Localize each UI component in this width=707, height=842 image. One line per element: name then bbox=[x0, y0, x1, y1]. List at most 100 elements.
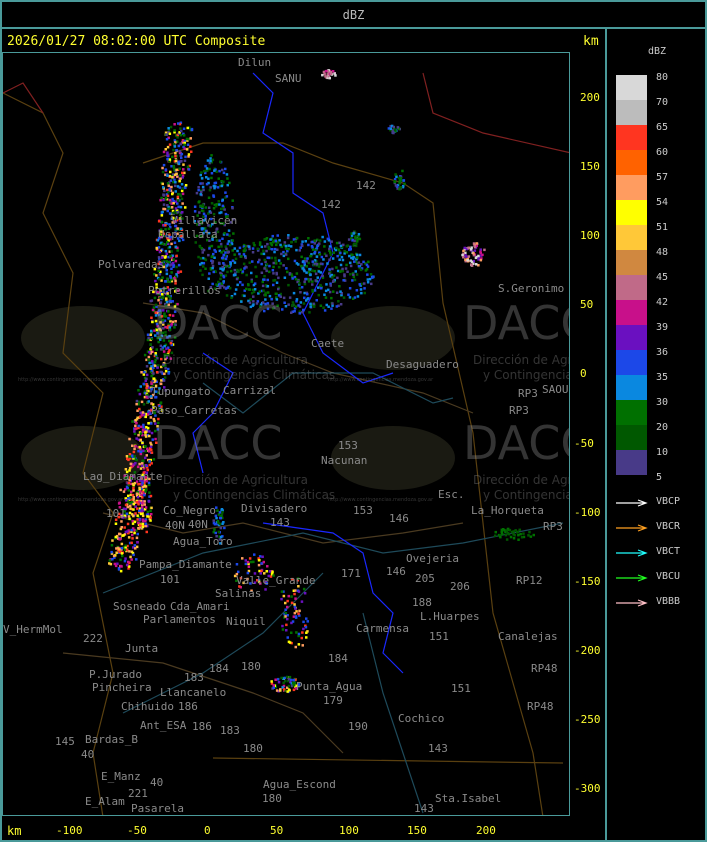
radar-echo bbox=[136, 541, 139, 544]
radar-echo bbox=[149, 494, 153, 498]
radar-echo bbox=[141, 462, 144, 465]
radar-echo bbox=[259, 572, 262, 575]
radar-echo bbox=[179, 127, 182, 130]
radar-echo bbox=[163, 376, 167, 379]
radar-echo bbox=[229, 264, 232, 267]
radar-echo bbox=[152, 366, 155, 369]
radar-echo bbox=[167, 159, 171, 163]
radar-echo bbox=[174, 200, 178, 203]
radar-echo bbox=[154, 414, 157, 417]
radar-echo bbox=[123, 474, 126, 477]
radar-echo bbox=[328, 272, 331, 275]
place-label: Cochico bbox=[398, 712, 445, 725]
place-label: 40 bbox=[81, 748, 95, 761]
radar-echo bbox=[166, 292, 169, 295]
radar-echo bbox=[157, 220, 161, 223]
radar-echo bbox=[227, 265, 231, 268]
radar-echo bbox=[248, 301, 252, 304]
radar-echo bbox=[135, 500, 139, 504]
radar-echo bbox=[124, 468, 128, 471]
radar-echo bbox=[290, 595, 293, 598]
radar-echo bbox=[167, 136, 170, 140]
radar-echo bbox=[306, 278, 310, 281]
radar-echo bbox=[189, 137, 192, 140]
radar-echo bbox=[164, 343, 168, 347]
radar-echo bbox=[154, 384, 158, 388]
radar-echo bbox=[119, 527, 123, 531]
place-label: 143 bbox=[414, 802, 434, 815]
radar-echo bbox=[180, 152, 184, 156]
radar-echo bbox=[133, 520, 137, 524]
radar-echo bbox=[249, 298, 252, 301]
province-border bbox=[3, 92, 114, 815]
radar-echo bbox=[295, 272, 299, 275]
radar-echo bbox=[177, 160, 180, 164]
radar-echo bbox=[306, 292, 309, 296]
radar-echo bbox=[178, 239, 181, 243]
radar-echo bbox=[174, 181, 177, 184]
radar-echo bbox=[161, 331, 165, 335]
radar-echo bbox=[223, 526, 226, 530]
radar-echo bbox=[163, 344, 166, 348]
radar-echo bbox=[168, 334, 171, 338]
radar-echo bbox=[178, 167, 181, 170]
radar-echo bbox=[179, 177, 182, 180]
radar-echo bbox=[174, 245, 178, 249]
radar-map[interactable]: DACC Dirección de Agricultura y Contingenc… bbox=[2, 52, 570, 816]
x-tick-label: 0 bbox=[204, 824, 211, 837]
radar-echo bbox=[250, 560, 253, 564]
legend-level-label: 39 bbox=[656, 322, 669, 333]
radar-echo bbox=[167, 207, 170, 211]
radar-echo bbox=[135, 536, 139, 540]
radar-echo bbox=[401, 185, 405, 189]
radar-echo bbox=[220, 508, 224, 511]
radar-echo bbox=[132, 463, 136, 466]
radar-echo bbox=[324, 75, 327, 78]
radar-echo bbox=[162, 287, 166, 290]
radar-echo bbox=[154, 379, 157, 382]
y-tick-label: -300 bbox=[574, 782, 601, 795]
radar-echo bbox=[349, 273, 352, 276]
radar-echo bbox=[138, 488, 141, 492]
radar-echo bbox=[310, 245, 314, 248]
place-label: Bardas_B bbox=[85, 733, 138, 746]
radar-echo bbox=[463, 248, 466, 251]
radar-echo bbox=[156, 332, 159, 335]
radar-echo bbox=[127, 536, 131, 539]
radar-echo bbox=[222, 222, 225, 225]
radar-echo bbox=[145, 471, 148, 475]
radar-echo bbox=[130, 558, 133, 561]
radar-echo bbox=[201, 251, 204, 254]
radar-echo bbox=[398, 181, 401, 184]
radar-echo bbox=[287, 678, 291, 681]
radar-echo bbox=[141, 473, 144, 477]
radar-echo bbox=[137, 403, 140, 406]
radar-echo bbox=[258, 569, 261, 573]
radar-echo bbox=[147, 450, 151, 453]
radar-echo bbox=[323, 293, 326, 296]
radar-echo bbox=[207, 289, 210, 293]
radar-echo bbox=[139, 425, 143, 429]
radar-echo bbox=[257, 260, 260, 264]
radar-echo bbox=[154, 279, 157, 283]
radar-echo bbox=[179, 193, 182, 196]
radar-echo bbox=[286, 599, 289, 603]
radar-echo bbox=[127, 529, 130, 532]
radar-echo bbox=[266, 256, 269, 259]
radar-echo bbox=[218, 249, 222, 253]
radar-echo bbox=[139, 467, 143, 470]
radar-echo bbox=[389, 128, 392, 132]
radar-echo bbox=[284, 608, 287, 611]
radar-echo bbox=[134, 424, 137, 428]
radar-echo bbox=[298, 614, 301, 617]
radar-echo bbox=[302, 620, 305, 624]
radar-echo bbox=[297, 634, 300, 638]
radar-echo bbox=[215, 522, 219, 526]
radar-echo bbox=[272, 307, 275, 310]
radar-name-label: VBCT bbox=[656, 546, 681, 557]
radar-echo bbox=[155, 371, 159, 374]
radar-echo bbox=[470, 260, 474, 264]
radar-echo bbox=[144, 435, 148, 438]
radar-echo bbox=[226, 242, 230, 246]
radar-echo bbox=[328, 258, 331, 261]
